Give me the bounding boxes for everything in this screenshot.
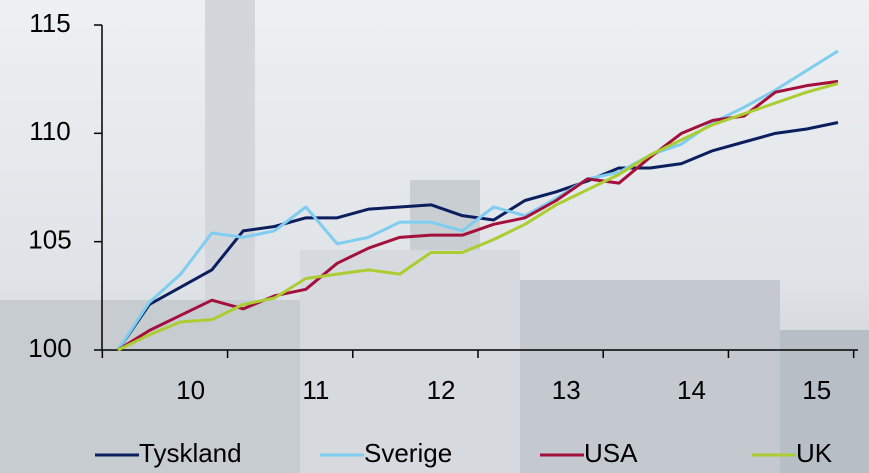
y-tick-label: 105 bbox=[28, 225, 71, 255]
legend-label: Tyskland bbox=[139, 438, 242, 468]
x-tick-label: 15 bbox=[802, 375, 831, 405]
x-tick-label: 10 bbox=[176, 375, 205, 405]
x-tick-label: 12 bbox=[427, 375, 456, 405]
x-tick-label: 11 bbox=[302, 375, 329, 405]
legend-label: UK bbox=[796, 438, 833, 468]
legend-label: Sverige bbox=[364, 438, 452, 468]
x-tick-label: 14 bbox=[677, 375, 706, 405]
y-tick-label: 110 bbox=[29, 116, 70, 146]
legend-label: USA bbox=[584, 438, 638, 468]
line-series bbox=[117, 82, 839, 352]
y-tick-label: 100 bbox=[28, 333, 71, 363]
y-tick-label: 115 bbox=[29, 8, 70, 38]
x-tick-label: 13 bbox=[552, 375, 581, 405]
